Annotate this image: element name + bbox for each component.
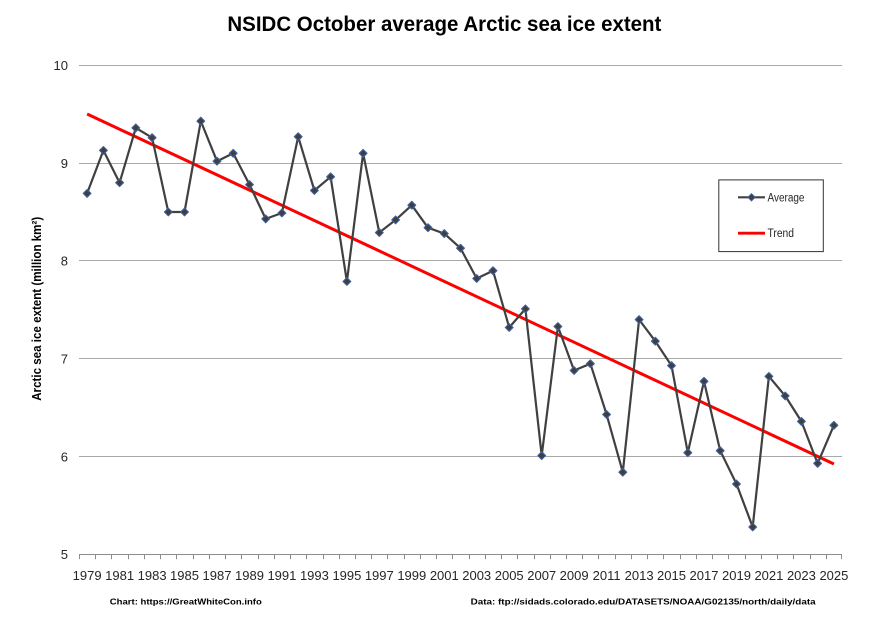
svg-text:2019: 2019 [722,568,751,583]
svg-text:Chart: https://GreatWhiteCon.i: Chart: https://GreatWhiteCon.info [110,596,262,606]
svg-text:2025: 2025 [819,568,848,583]
svg-text:2009: 2009 [560,568,589,583]
svg-text:1999: 1999 [397,568,426,583]
svg-text:1997: 1997 [365,568,394,583]
svg-text:1995: 1995 [332,568,361,583]
svg-text:1993: 1993 [300,568,329,583]
svg-text:1987: 1987 [203,568,232,583]
svg-text:1983: 1983 [138,568,167,583]
svg-text:2001: 2001 [430,568,459,583]
svg-text:10: 10 [54,58,68,73]
svg-text:Arctic sea ice extent (million: Arctic sea ice extent (million km²) [30,217,44,401]
svg-text:Data: ftp://sidads.colorado.ed: Data: ftp://sidads.colorado.edu/DATASETS… [471,596,816,606]
svg-text:6: 6 [61,449,68,464]
svg-text:9: 9 [61,156,68,171]
svg-text:NSIDC October average Arctic s: NSIDC October average Arctic sea ice ext… [227,13,661,36]
svg-text:Trend: Trend [768,228,795,240]
svg-text:2011: 2011 [593,568,621,583]
svg-text:1981: 1981 [105,568,134,583]
svg-text:1991: 1991 [267,568,296,583]
svg-text:1979: 1979 [73,568,102,583]
svg-text:2005: 2005 [495,568,524,583]
svg-text:2003: 2003 [462,568,491,583]
svg-text:5: 5 [61,547,68,562]
svg-text:2015: 2015 [657,568,686,583]
svg-text:2021: 2021 [754,568,783,583]
svg-text:8: 8 [61,254,68,269]
svg-text:1985: 1985 [170,568,199,583]
svg-text:2007: 2007 [527,568,556,583]
svg-text:1989: 1989 [235,568,264,583]
svg-text:2017: 2017 [690,568,719,583]
svg-text:2013: 2013 [625,568,654,583]
svg-text:Average: Average [768,192,805,204]
svg-text:7: 7 [61,352,68,367]
svg-text:2023: 2023 [787,568,816,583]
